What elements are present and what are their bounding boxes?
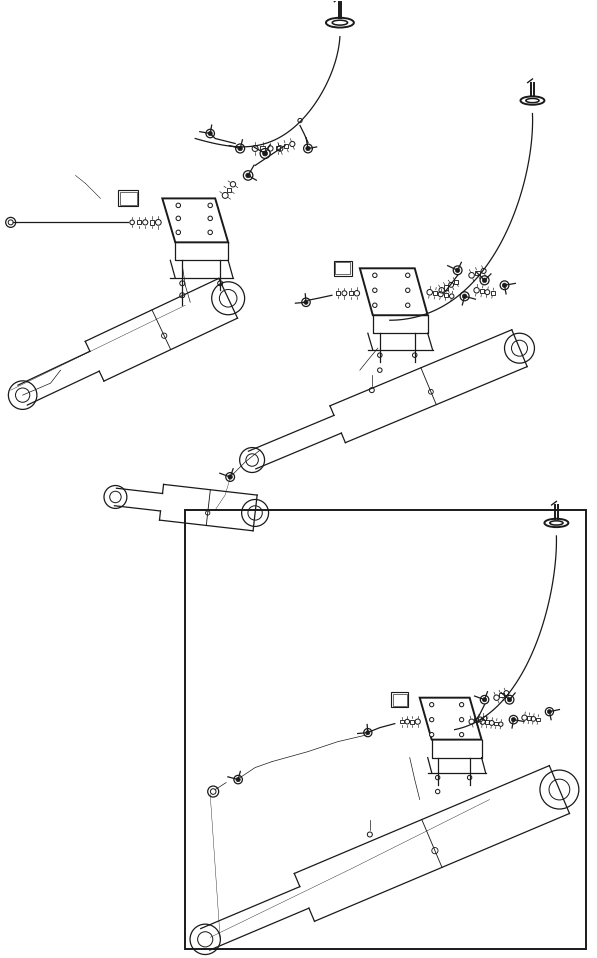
Circle shape [460, 718, 464, 721]
Circle shape [512, 718, 516, 721]
Circle shape [176, 203, 180, 208]
Circle shape [456, 268, 460, 272]
Circle shape [366, 731, 370, 735]
Circle shape [435, 789, 440, 794]
Circle shape [435, 775, 440, 780]
Circle shape [246, 173, 251, 178]
Circle shape [373, 273, 377, 278]
Circle shape [298, 119, 302, 123]
Circle shape [238, 147, 242, 150]
Circle shape [180, 281, 184, 285]
Circle shape [462, 294, 467, 299]
Circle shape [304, 300, 308, 305]
Circle shape [405, 273, 410, 278]
Circle shape [373, 288, 377, 292]
Circle shape [405, 288, 410, 292]
Circle shape [218, 281, 223, 285]
Circle shape [432, 848, 438, 854]
Circle shape [205, 511, 210, 515]
Circle shape [482, 278, 487, 283]
Circle shape [430, 702, 434, 707]
Circle shape [208, 203, 213, 208]
Circle shape [430, 733, 434, 737]
Circle shape [460, 702, 464, 707]
Circle shape [370, 388, 374, 393]
Circle shape [263, 151, 267, 156]
Circle shape [547, 710, 552, 714]
Circle shape [405, 303, 410, 308]
Circle shape [373, 303, 377, 308]
Circle shape [180, 293, 184, 298]
Circle shape [377, 368, 382, 373]
Circle shape [502, 283, 507, 287]
Circle shape [176, 217, 180, 220]
Circle shape [236, 778, 240, 782]
Circle shape [228, 475, 232, 479]
Circle shape [306, 147, 310, 150]
Circle shape [176, 230, 180, 235]
Circle shape [367, 832, 373, 837]
Circle shape [482, 697, 487, 702]
Circle shape [208, 217, 213, 220]
Circle shape [377, 353, 382, 357]
Circle shape [430, 718, 434, 721]
Circle shape [460, 733, 464, 737]
Circle shape [208, 230, 213, 235]
Circle shape [507, 697, 512, 702]
Circle shape [162, 333, 167, 338]
Circle shape [413, 353, 417, 357]
Circle shape [208, 131, 213, 136]
Circle shape [429, 389, 433, 394]
Circle shape [467, 775, 472, 780]
